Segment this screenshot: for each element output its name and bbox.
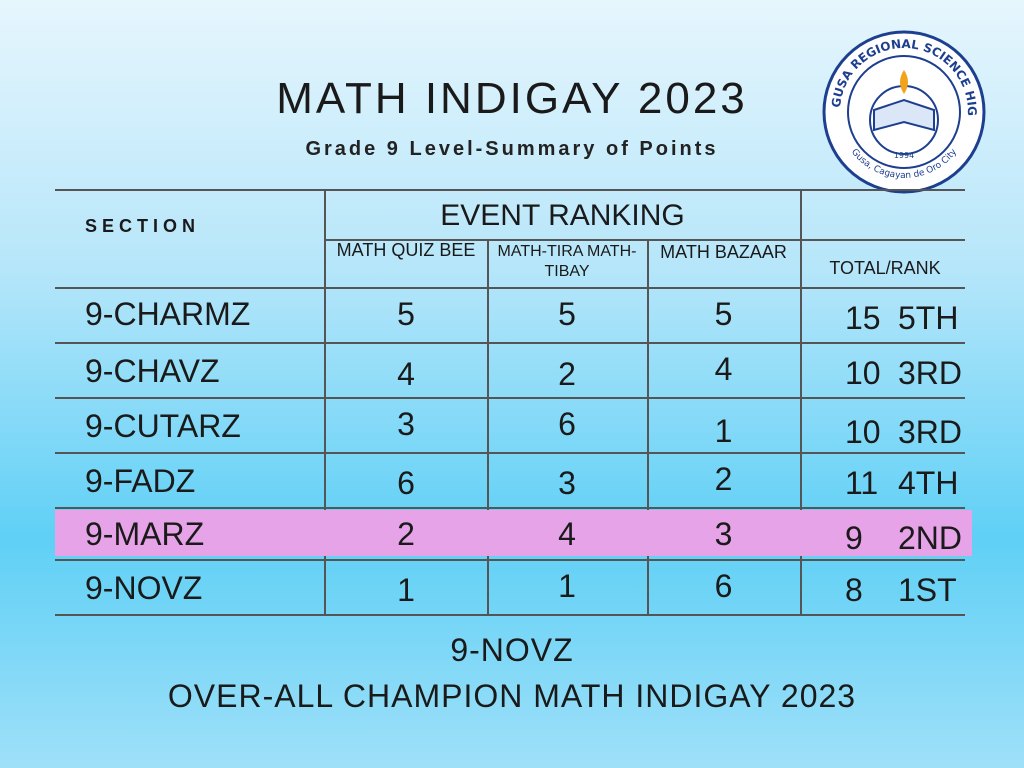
score: 5 (714, 296, 733, 332)
column-header: MATH QUIZ BEE (336, 240, 476, 260)
rank: 3RD (898, 413, 963, 450)
caption: OVER-ALL CHAMPION MATH INDIGAY 2023 (167, 678, 857, 714)
score: 3 (397, 406, 415, 442)
total: 10 (845, 355, 881, 391)
score: 4 (714, 351, 733, 387)
total: 9 (845, 520, 863, 556)
rule (55, 507, 965, 509)
section-name: 9-CHAVZ (85, 353, 220, 389)
section-name: 9-FADZ (85, 462, 196, 499)
score: 2 (714, 461, 733, 497)
subtitle: Grade 9 Level-Summary of Points (305, 138, 719, 160)
section-header: SECTION (85, 216, 201, 236)
rank: 3RD (898, 355, 963, 391)
score: 1 (397, 571, 415, 608)
rule (55, 189, 965, 191)
total: 10 (845, 413, 881, 450)
column-header: MATH-TIRA MATH-TIBAY (497, 243, 637, 280)
rule (487, 239, 489, 615)
section-name: 9-NOVZ (85, 570, 203, 606)
section-name: 9-MARZ (85, 516, 205, 552)
rule (647, 239, 649, 615)
section-name: 9-CHARMZ (85, 296, 251, 332)
score: 3 (714, 516, 733, 552)
score: 5 (558, 296, 576, 332)
score: 1 (558, 568, 576, 604)
column-header: TOTAL/RANK (829, 258, 941, 278)
title: MATH INDIGAY 2023 (276, 74, 748, 123)
score: 2 (558, 355, 576, 392)
rule (55, 614, 965, 616)
highlight (55, 510, 972, 556)
group-header: EVENT RANKING (440, 199, 685, 232)
score: 3 (558, 464, 576, 501)
total: 15 (845, 300, 881, 336)
rank: 2ND (898, 520, 963, 556)
rank: 4TH (898, 465, 959, 501)
rule (800, 189, 802, 615)
rule (325, 239, 965, 241)
score: 6 (714, 568, 733, 604)
rule (55, 287, 965, 289)
school-logo: GUSA REGIONAL SCIENCE HIGH SCHOOL - X 19… (822, 30, 986, 194)
score: 4 (397, 355, 415, 392)
rule (55, 397, 965, 399)
section-name: 9-CUTARZ (85, 408, 241, 444)
rule (324, 189, 326, 615)
score: 4 (558, 516, 576, 552)
score: 1 (714, 413, 733, 450)
logo-year: 1994 (894, 151, 914, 160)
rule (55, 342, 965, 344)
total: 11 (845, 465, 879, 501)
score: 6 (558, 406, 576, 442)
rule (55, 452, 965, 454)
score: 5 (397, 296, 415, 332)
rank: 1ST (898, 572, 957, 608)
champion: 9-NOVZ (450, 632, 574, 668)
total: 8 (845, 572, 863, 608)
rule (55, 559, 965, 561)
rank: 5TH (898, 300, 959, 336)
column-header: MATH BAZAAR (660, 242, 787, 262)
score: 6 (397, 464, 415, 501)
score: 2 (397, 516, 415, 552)
